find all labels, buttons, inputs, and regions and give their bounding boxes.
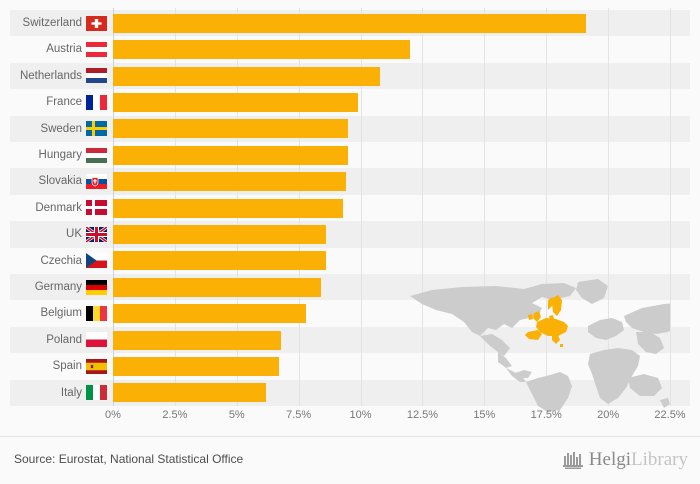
sweden-flag xyxy=(86,121,107,137)
x-tick-label: 10% xyxy=(349,409,372,421)
x-tick-label: 7.5% xyxy=(286,409,312,421)
bar-poland[interactable] xyxy=(113,330,282,350)
netherlands-flag xyxy=(86,68,107,84)
germany-flag xyxy=(86,279,107,295)
category-label-germany: Germany xyxy=(34,281,82,293)
bar-slovakia[interactable] xyxy=(113,172,346,192)
x-tick-label: 20% xyxy=(597,409,620,421)
row-stripe xyxy=(10,168,690,195)
row-stripe xyxy=(10,379,690,406)
x-tick-label: 22.5% xyxy=(654,409,686,421)
category-label-belgium: Belgium xyxy=(40,307,82,320)
row-stripe xyxy=(10,195,690,221)
brand-helgi-text: Helgi xyxy=(588,449,632,470)
gridline xyxy=(546,8,548,406)
category-label-uk: UK xyxy=(66,228,82,241)
gridline xyxy=(484,8,486,406)
bar-uk[interactable] xyxy=(113,224,326,244)
row-stripe xyxy=(10,326,690,354)
italy-flag xyxy=(86,385,107,401)
x-tick-label: 12.5% xyxy=(406,409,439,421)
bar-denmark[interactable] xyxy=(113,198,344,218)
gridline xyxy=(422,8,424,406)
belgium-flag xyxy=(86,305,107,321)
bar-france[interactable] xyxy=(113,92,359,112)
brand-library-text: Library xyxy=(631,449,688,470)
plot-area: Switzerland Austria Netherlands France Swede… xyxy=(0,8,700,412)
source-note: Source: Eurostat, National Statistical O… xyxy=(14,452,244,466)
france-flag xyxy=(86,94,107,110)
switzerland-flag xyxy=(86,15,107,31)
category-label-austria: Austria xyxy=(46,43,82,56)
x-tick-label: 2.5% xyxy=(162,409,188,421)
spain-flag xyxy=(86,358,107,374)
gridline xyxy=(608,8,610,406)
row-stripe xyxy=(10,274,690,301)
category-label-switzerland: Switzerland xyxy=(22,17,82,29)
x-tick-label: 0% xyxy=(105,409,121,421)
poland-flag xyxy=(86,332,107,348)
category-label-sweden: Sweden xyxy=(40,122,82,135)
bar-netherlands[interactable] xyxy=(113,66,381,86)
bar-belgium[interactable] xyxy=(113,304,307,324)
category-label-poland: Poland xyxy=(46,333,82,346)
gridline xyxy=(360,8,362,406)
bar-austria[interactable] xyxy=(113,40,411,60)
chart-footer: Source: Eurostat, National Statistical O… xyxy=(0,436,700,484)
row-stripe xyxy=(10,248,690,274)
category-label-spain: Spain xyxy=(52,360,82,373)
czechia-flag xyxy=(86,253,107,269)
bar-sweden[interactable] xyxy=(113,119,349,139)
category-label-denmark: Denmark xyxy=(35,201,82,214)
row-stripe xyxy=(10,221,690,248)
row-stripe xyxy=(10,142,690,168)
category-label-slovakia: Slovakia xyxy=(38,175,82,188)
bar-switzerland[interactable] xyxy=(113,13,586,33)
category-label-netherlands: Netherlands xyxy=(19,69,82,82)
slovakia-flag xyxy=(86,173,107,189)
row-stripe xyxy=(10,300,690,326)
bar-czechia[interactable] xyxy=(113,251,326,271)
x-tick-label: 5% xyxy=(228,409,245,421)
row-stripe xyxy=(10,115,690,142)
hungary-flag xyxy=(86,147,107,163)
category-label-italy: Italy xyxy=(60,386,82,399)
category-label-hungary: Hungary xyxy=(38,149,82,161)
x-tick-label: 15% xyxy=(473,409,496,421)
bar-spain[interactable] xyxy=(113,356,279,376)
helgi-library-logo[interactable]: HelgiLibrary xyxy=(562,448,688,472)
bar-italy[interactable] xyxy=(113,383,267,403)
x-axis-tick-labels: 0% 2.5% 5% 7.5% 10% 12.5% 15% 17.5% 20% 22.5% xyxy=(0,409,700,429)
row-stripe xyxy=(10,353,690,379)
uk-flag xyxy=(86,226,107,242)
brand-wordmark: HelgiLibrary xyxy=(589,449,688,471)
category-label-czechia: Czechia xyxy=(40,254,82,267)
denmark-flag xyxy=(86,200,107,216)
x-tick-label: 17.5% xyxy=(530,409,562,421)
bar-germany[interactable] xyxy=(113,277,321,297)
austria-flag xyxy=(86,41,107,57)
library-building-icon xyxy=(562,452,583,469)
bar-hungary[interactable] xyxy=(113,145,349,165)
category-label-france: France xyxy=(46,96,82,109)
gridline xyxy=(670,8,671,406)
